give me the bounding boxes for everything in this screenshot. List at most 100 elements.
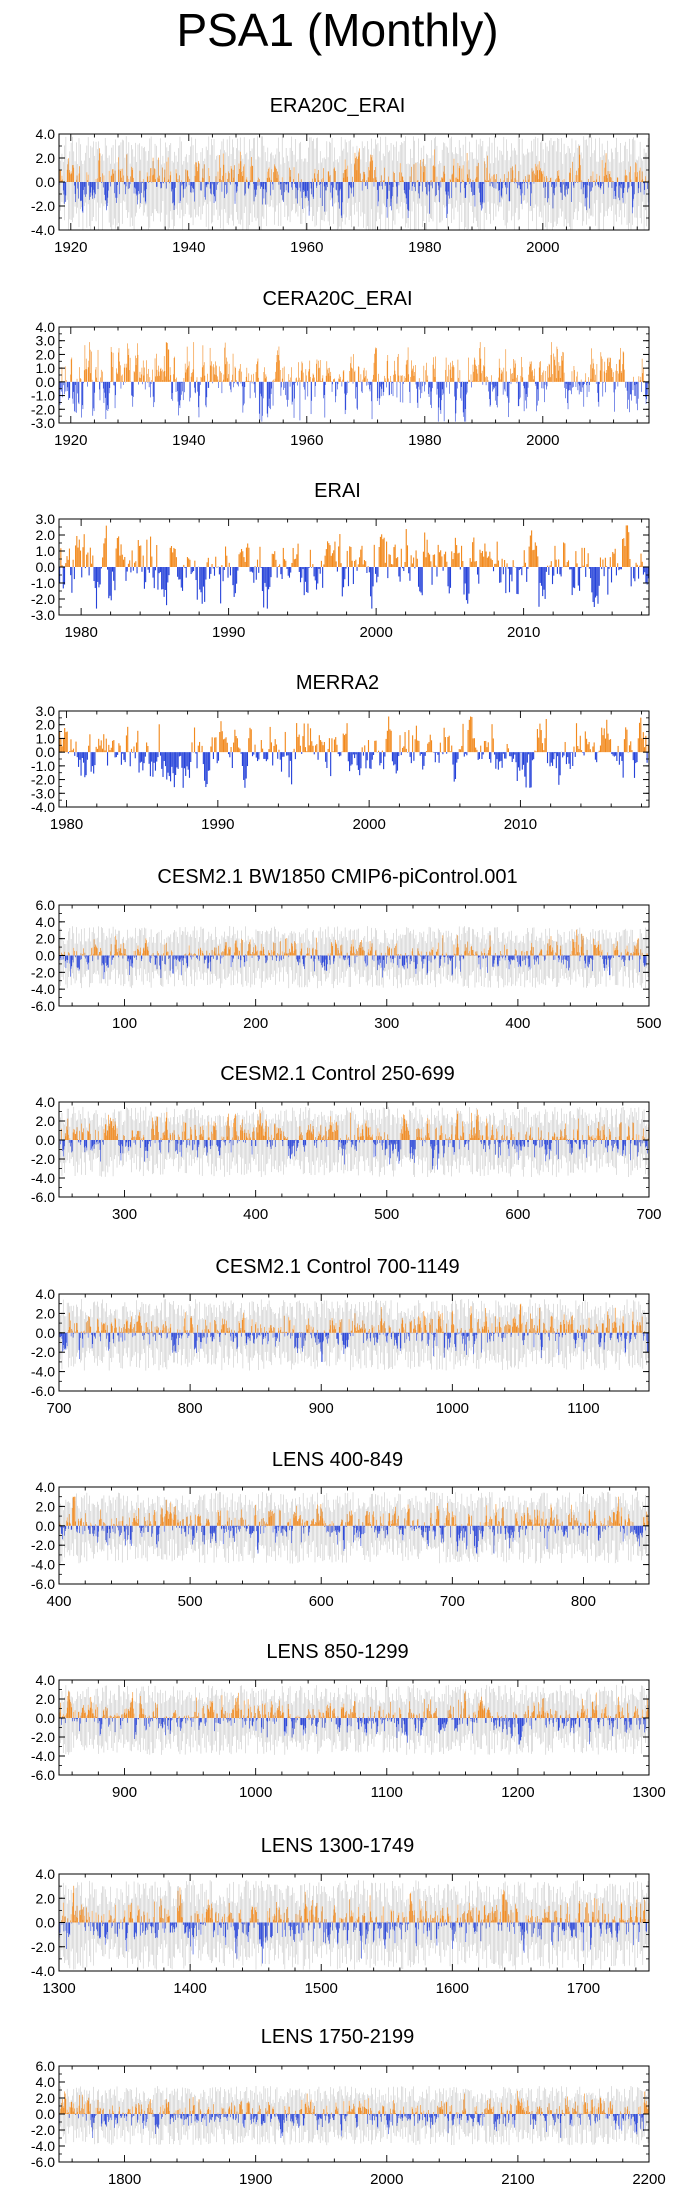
negative-bar [459, 567, 461, 570]
negative-bar [598, 182, 600, 188]
positive-bar [148, 180, 150, 182]
positive-bar [537, 164, 539, 182]
negative-bar [535, 381, 537, 386]
positive-bar [378, 750, 380, 753]
negative-bar [379, 182, 381, 187]
negative-bar [221, 955, 223, 959]
negative-bar [434, 955, 436, 959]
negative-bar [630, 955, 632, 957]
positive-bar [66, 380, 67, 382]
positive-bar [144, 943, 146, 956]
negative-bar [168, 955, 170, 960]
negative-bar [195, 567, 197, 581]
positive-bar [458, 168, 460, 182]
positive-bar [236, 380, 237, 382]
positive-bar [163, 371, 164, 382]
negative-bar [352, 381, 354, 384]
negative-bar [156, 752, 158, 762]
negative-bar [633, 381, 635, 396]
negative-bar [187, 955, 189, 967]
negative-bar [531, 752, 533, 761]
negative-bar [128, 955, 130, 962]
positive-bar [146, 539, 148, 567]
negative-bar [640, 182, 642, 193]
negative-bar [311, 182, 313, 195]
positive-bar [133, 746, 135, 753]
negative-bar [565, 752, 567, 765]
negative-bar [533, 752, 535, 760]
positive-bar [312, 178, 313, 182]
negative-bar [559, 182, 561, 188]
positive-bar [534, 750, 536, 753]
positive-bar [483, 948, 485, 956]
positive-bar [264, 954, 265, 956]
negative-bar [67, 752, 70, 754]
positive-bar [302, 372, 304, 382]
negative-bar [586, 381, 587, 386]
positive-bar [461, 745, 463, 753]
positive-bar [295, 378, 297, 382]
negative-bar [335, 381, 336, 403]
negative-bar [152, 752, 154, 777]
positive-bar [530, 364, 531, 382]
negative-bar [337, 752, 339, 755]
positive-bar [259, 951, 261, 956]
negative-bar [195, 381, 196, 394]
negative-bar [563, 752, 565, 756]
positive-bar [363, 560, 365, 567]
negative-bar [377, 567, 379, 577]
negative-bar [149, 752, 151, 777]
negative-bar [552, 182, 553, 185]
positive-bar [122, 559, 125, 567]
positive-bar [229, 946, 231, 956]
negative-bar [479, 955, 481, 970]
negative-bar [113, 567, 115, 581]
negative-bar [163, 182, 164, 184]
positive-bar [329, 176, 330, 182]
negative-bar [284, 182, 286, 183]
positive-bar [441, 177, 442, 182]
positive-bar [643, 367, 644, 382]
negative-bar [429, 381, 431, 388]
positive-bar [426, 379, 428, 382]
negative-bar [346, 381, 347, 395]
positive-bar [620, 347, 621, 382]
negative-bar [416, 381, 418, 403]
negative-bar [347, 567, 350, 587]
positive-bar [80, 953, 82, 956]
negative-bar [366, 955, 368, 957]
negative-bar [611, 955, 612, 959]
positive-bar [225, 945, 227, 956]
positive-bar [636, 176, 638, 182]
positive-bar [114, 954, 115, 956]
positive-bar [638, 376, 640, 382]
positive-bar [191, 372, 193, 382]
negative-bar [150, 955, 151, 963]
positive-bar [616, 363, 617, 382]
negative-bar [288, 567, 291, 578]
bar-series [59, 716, 649, 788]
positive-bar [264, 367, 265, 382]
negative-bar [614, 182, 615, 191]
negative-bar [367, 381, 369, 385]
positive-bar [284, 731, 286, 753]
positive-bar [228, 947, 229, 956]
positive-bar [371, 155, 373, 182]
negative-bar [283, 955, 284, 959]
positive-bar [475, 366, 477, 382]
positive-bar [476, 177, 478, 182]
negative-bar [423, 752, 425, 766]
negative-bar [384, 752, 386, 757]
negative-bar [464, 567, 466, 584]
positive-bar [479, 348, 480, 382]
positive-bar [427, 180, 429, 182]
negative-bar [276, 955, 277, 961]
negative-bar [299, 955, 301, 963]
positive-bar [307, 723, 309, 753]
negative-bar [519, 182, 521, 190]
negative-bar [610, 955, 611, 960]
positive-bar [624, 369, 625, 382]
negative-bar [325, 955, 326, 960]
positive-bar [558, 170, 560, 182]
negative-bar [169, 182, 170, 184]
